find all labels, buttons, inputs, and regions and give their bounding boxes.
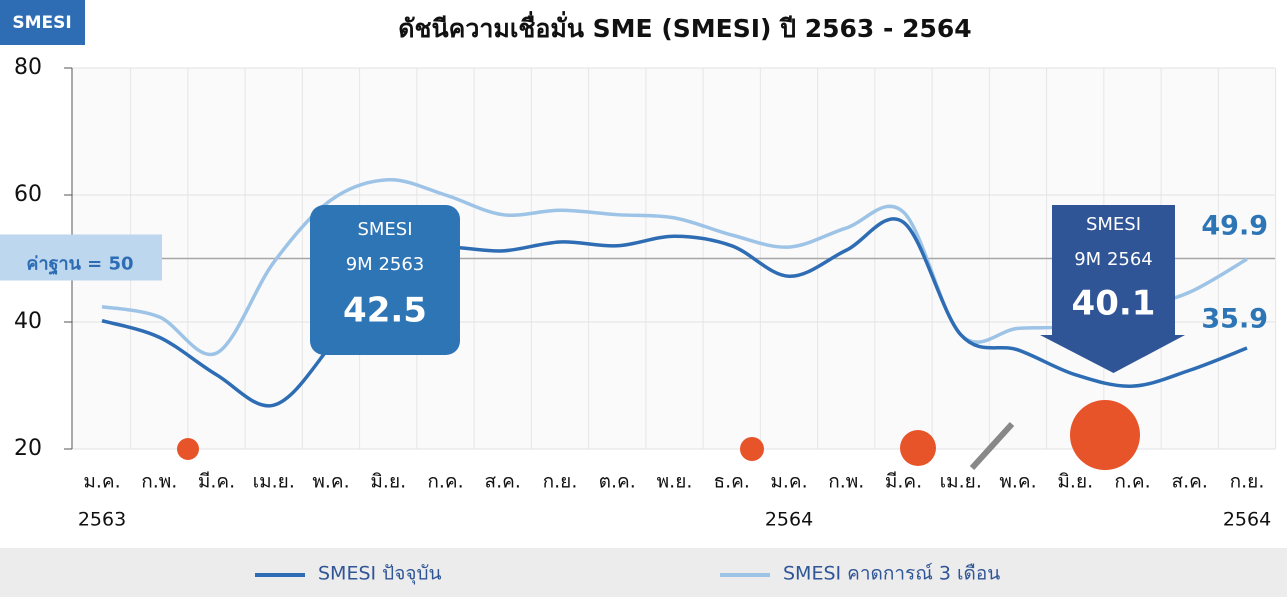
reference-label-box [0,234,162,281]
y-tick-label: 40 [14,309,42,334]
annotation-box [1052,205,1175,335]
x-group-label: 2564 [1223,509,1271,531]
x-tick-label: ก.ค. [427,471,463,493]
legend-label: SMESI ปัจจุบัน [318,563,442,586]
x-tick-label: ก.ย. [543,471,578,493]
series-line [101,178,1248,357]
x-tick-label: ก.ค. [1114,471,1150,493]
x-tick-label: มี.ค. [198,471,235,493]
virus-icon [1070,400,1140,470]
annotation-title: SMESI [357,219,412,240]
badge [0,0,85,45]
x-tick-label: มิ.ย. [1057,471,1093,493]
x-tick-label: พ.ค. [312,471,349,493]
virus-icons [177,400,1140,471]
x-tick-label: ก.ย. [1230,471,1265,493]
reference-label: ค่าฐาน = 50 [26,254,133,276]
x-tick-label: มิ.ย. [370,471,406,493]
virus-icon [900,430,936,466]
y-tick-label: 20 [14,436,42,461]
annotation-period: 9M 2563 [346,254,425,275]
virus-icon [177,438,199,460]
x-tick-label: มี.ค. [885,471,922,493]
badge-text: SMESI [12,13,71,33]
x-tick-label: เม.ย. [253,471,295,493]
x-tick-label: เม.ย. [940,471,982,493]
annotation-value: 42.5 [343,291,427,331]
x-group-label: 2563 [78,509,126,531]
x-tick-label: ก.พ. [141,471,177,493]
x-group-label: 2564 [765,509,813,531]
series-line [101,217,1248,408]
annotation-box [310,205,460,355]
x-tick-label: ต.ค. [599,471,636,493]
y-tick-label: 80 [14,55,42,80]
legend-background [0,548,1287,597]
chart-title: ดัชนีความเชื่อมั่น SME (SMESI) ปี 2563 -… [398,11,971,43]
end-value-label: 49.9 [1201,211,1268,242]
x-tick-label: ส.ค. [1172,471,1208,493]
plot: 20 40 60 80 ค่าฐาน = 50 ม.ค. 2563 ก.พ. มี.ค. เม.ย… [0,55,1277,531]
annotation-period: 9M 2564 [1074,249,1153,270]
x-tick-label: ก.พ. [828,471,864,493]
annotation-arrow [1040,335,1185,373]
x-tick-label: พ.ค. [999,471,1036,493]
end-value-label: 35.9 [1201,304,1268,335]
x-tick-label: ธ.ค. [714,471,750,493]
x-tick-label: พ.ย. [657,471,693,493]
y-tick-label: 60 [14,182,42,207]
virus-icon [740,437,764,461]
x-tick-label: ส.ค. [485,471,521,493]
x-tick-label: ม.ค. [83,471,120,493]
annotation-title: SMESI [1086,214,1141,235]
legend-label: SMESI คาดการณ์ 3 เดือน [783,563,1000,585]
x-tick-label: ม.ค. [770,471,807,493]
annotation-value: 40.1 [1072,284,1156,324]
syringe-icon [969,421,1015,471]
